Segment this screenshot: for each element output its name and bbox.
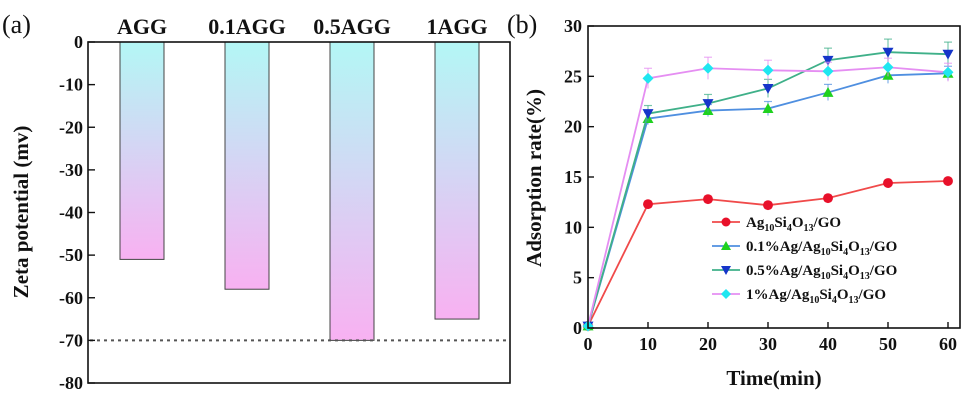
category-label-1AGG: 1AGG [426, 14, 487, 39]
legend-label: Ag10Si4O13/GO [746, 215, 841, 234]
panel-b-y-tick-label: 10 [564, 217, 582, 237]
data-point [823, 193, 833, 204]
data-point [822, 65, 834, 77]
panel-b-y-axis-title: Adsorption rate(%) [522, 89, 546, 267]
panel-b-x-tick-label: 10 [639, 334, 657, 354]
panel-a-zeta-chart: (a) AGG 0.1AGG 0.5AGG 1AGG 0 -10 -20 -30 -40 -50… [2, 10, 511, 393]
panel-a-y-tick-label: -70 [59, 330, 83, 350]
data-point [643, 199, 653, 210]
panel-b-x-tick-label: 30 [759, 334, 777, 354]
legend-item-1: 0.1%Ag/Ag10Si4O13/GO [712, 239, 897, 258]
legend-item-3: 1%Ag/Ag10Si4O13/GO [712, 287, 886, 306]
panel-b-label: (b) [507, 10, 537, 39]
legend-label: 0.5%Ag/Ag10Si4O13/GO [746, 263, 897, 282]
data-point [942, 66, 954, 78]
panel-b-x-tick-label: 40 [819, 334, 837, 354]
data-point [762, 84, 774, 94]
zeta-bar-1AGG [434, 41, 480, 320]
series-3 [582, 56, 954, 332]
legend-marker [721, 289, 731, 299]
panel-a-y-tick-label: -20 [59, 117, 83, 137]
panel-b-y-tick-label: 20 [564, 117, 582, 137]
legend-marker [721, 217, 731, 227]
category-label-AGG: AGG [117, 14, 167, 39]
data-point [762, 64, 774, 76]
panel-a-y-tick-label: -30 [59, 160, 83, 180]
data-point [943, 176, 953, 186]
panel-a-y-ticks: 0 -10 -20 -30 -40 -50 -60 -70 -80 [59, 32, 95, 393]
panel-a-label: (a) [2, 10, 31, 39]
panel-a-plot-frame [87, 41, 511, 384]
legend-marker [721, 266, 731, 275]
panel-b-x-tick-label: 0 [584, 334, 593, 354]
legend-label: 0.1%Ag/Ag10Si4O13/GO [746, 239, 897, 258]
panel-b-y-tick-label: 30 [564, 16, 582, 36]
data-point [882, 61, 894, 73]
data-point [822, 55, 834, 66]
panel-a-bars [119, 41, 480, 341]
panel-a-y-tick-label: 0 [74, 32, 83, 52]
series-2 [582, 38, 954, 332]
panel-a-y-tick-label: -40 [59, 203, 83, 223]
legend-label: 1%Ag/Ag10Si4O13/GO [746, 287, 886, 306]
category-label-0.5AGG: 0.5AGG [313, 14, 391, 39]
panel-a-y-tick-label: -60 [59, 288, 83, 308]
data-point [702, 62, 714, 74]
panel-a-y-tick-label: -10 [59, 75, 83, 95]
data-point [762, 103, 774, 113]
panel-b-legend: Ag10Si4O13/GO 0.1%Ag/Ag10Si4O13/GO 0.5%Ag/… [712, 215, 897, 306]
panel-b-x-tick-label: 50 [879, 334, 897, 354]
data-point [702, 99, 714, 110]
panel-b-x-axis-title: Time(min) [726, 366, 821, 390]
data-point [763, 200, 773, 211]
data-point [703, 194, 713, 205]
panel-b-adsorption-chart: (b) 0 5 10 15 20 25 30 0 10 20 30 40 50 60 Ag10Si4O1… [507, 10, 961, 390]
panel-b-x-tick-label: 20 [699, 334, 717, 354]
panel-b-y-ticks: 0 5 10 15 20 25 30 [564, 16, 594, 338]
panel-a-y-tick-label: -50 [59, 245, 83, 265]
panel-b-x-tick-label: 60 [939, 334, 957, 354]
category-label-0.1AGG: 0.1AGG [208, 14, 286, 39]
zeta-bar-AGG [119, 41, 165, 260]
legend-marker [721, 241, 731, 250]
panel-b-y-tick-label: 25 [564, 66, 582, 86]
panel-a-y-axis-title: Zeta potential (mv) [9, 126, 33, 299]
zeta-bar-0.1AGG [224, 41, 270, 290]
legend-item-0: Ag10Si4O13/GO [712, 215, 841, 234]
panel-b-x-ticks: 0 10 20 30 40 50 60 [584, 322, 957, 354]
data-point [822, 86, 834, 97]
panel-a-category-labels: AGG 0.1AGG 0.5AGG 1AGG [117, 14, 488, 39]
panel-b-plot-frame [587, 25, 961, 329]
legend-item-2: 0.5%Ag/Ag10Si4O13/GO [712, 263, 897, 282]
data-point [883, 178, 893, 188]
panel-b-y-tick-label: 15 [564, 167, 582, 187]
panel-b-y-tick-label: 0 [573, 318, 582, 338]
data-point [642, 109, 654, 120]
panel-b-y-tick-label: 5 [573, 268, 582, 288]
data-point [882, 47, 894, 58]
data-point [642, 72, 654, 84]
panel-a-y-tick-label: -80 [59, 373, 83, 393]
zeta-bar-0.5AGG [329, 41, 375, 341]
data-point [942, 49, 954, 60]
